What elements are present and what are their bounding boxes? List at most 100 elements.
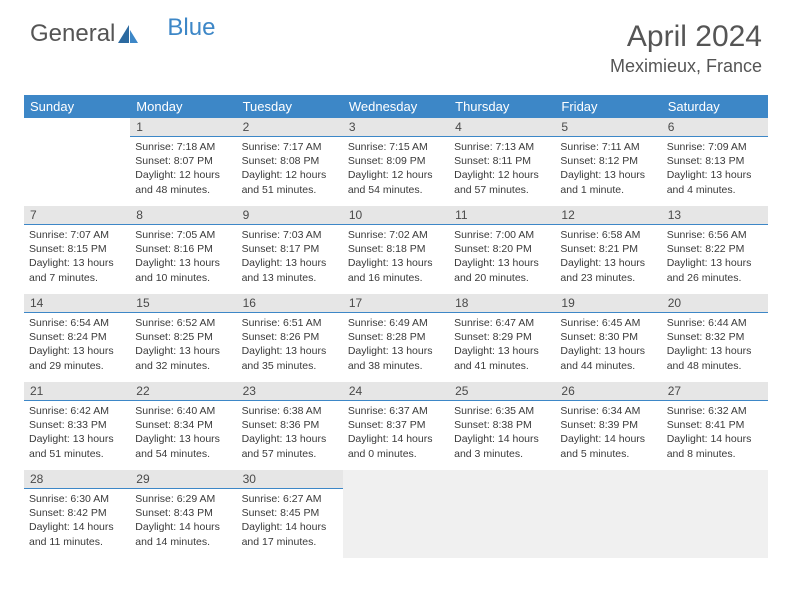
daylight-line: Daylight: 13 hours and 35 minutes. — [242, 344, 338, 372]
calendar-row: 14Sunrise: 6:54 AMSunset: 8:24 PMDayligh… — [24, 294, 768, 382]
day-number: 28 — [24, 470, 130, 489]
dow-header: Saturday — [662, 95, 768, 118]
day-details — [555, 488, 661, 497]
daylight-line: Daylight: 13 hours and 48 minutes. — [667, 344, 763, 372]
day-number: 11 — [449, 206, 555, 225]
sunset-line: Sunset: 8:41 PM — [667, 418, 763, 432]
daylight-line: Daylight: 12 hours and 48 minutes. — [135, 168, 231, 196]
sunset-line: Sunset: 8:20 PM — [454, 242, 550, 256]
day-details: Sunrise: 6:58 AMSunset: 8:21 PMDaylight:… — [555, 225, 661, 291]
day-cell — [449, 470, 555, 558]
sunset-line: Sunset: 8:24 PM — [29, 330, 125, 344]
sunset-line: Sunset: 8:37 PM — [348, 418, 444, 432]
day-cell: 21Sunrise: 6:42 AMSunset: 8:33 PMDayligh… — [24, 382, 130, 470]
location-text: Meximieux, France — [610, 56, 762, 77]
day-cell: 19Sunrise: 6:45 AMSunset: 8:30 PMDayligh… — [555, 294, 661, 382]
calendar-row: 28 Sunrise: 6:30 AMSunset: 8:42 PM Dayligh… — [24, 470, 768, 558]
day-cell: 8Sunrise: 7:05 AMSunset: 8:16 PMDaylight… — [130, 206, 236, 294]
day-cell: 22Sunrise: 6:40 AMSunset: 8:34 PMDayligh… — [130, 382, 236, 470]
daylight-line: Daylight: 13 hours and 44 minutes. — [560, 344, 656, 372]
daylight-line: Daylight: 13 hours and 57 minutes. — [242, 432, 338, 460]
day-cell: 11Sunrise: 7:00 AMSunset: 8:20 PMDayligh… — [449, 206, 555, 294]
day-details: Sunrise: 6:49 AMSunset: 8:28 PMDaylight:… — [343, 313, 449, 379]
daylight-line: Daylight: 12 hours and 57 minutes. — [454, 168, 550, 196]
day-number: 23 — [237, 382, 343, 401]
day-details — [662, 488, 768, 497]
day-cell: 5Sunrise: 7:11 AMSunset: 8:12 PMDaylight… — [555, 118, 661, 206]
sunrise-line: Sunrise: 6:56 AM — [667, 228, 763, 242]
day-number: 21 — [24, 382, 130, 401]
day-cell: 17Sunrise: 6:49 AMSunset: 8:28 PMDayligh… — [343, 294, 449, 382]
day-cell: 10Sunrise: 7:02 AMSunset: 8:18 PMDayligh… — [343, 206, 449, 294]
day-number — [343, 470, 449, 488]
day-details: Sunrise: 7:13 AMSunset: 8:11 PMDaylight:… — [449, 137, 555, 203]
day-cell: .. — [24, 118, 130, 206]
sunset-line: Sunset: 8:22 PM — [667, 242, 763, 256]
sunset-line: Sunset: 8:16 PM — [135, 242, 231, 256]
day-cell: 18Sunrise: 6:47 AMSunset: 8:29 PMDayligh… — [449, 294, 555, 382]
day-cell: 14Sunrise: 6:54 AMSunset: 8:24 PMDayligh… — [24, 294, 130, 382]
day-cell: 30Sunrise: 6:27 AMSunset: 8:45 PMDayligh… — [237, 470, 343, 558]
day-cell: 24Sunrise: 6:37 AMSunset: 8:37 PMDayligh… — [343, 382, 449, 470]
day-number: 9 — [237, 206, 343, 225]
daylight-line: Daylight: 13 hours and 32 minutes. — [135, 344, 231, 372]
day-details: Sunrise: 6:34 AMSunset: 8:39 PMDaylight:… — [555, 401, 661, 467]
sunrise-line: Sunrise: 7:02 AM — [348, 228, 444, 242]
sunset-line: Sunset: 8:15 PM — [29, 242, 125, 256]
sunrise-line: Sunrise: 7:07 AM — [29, 228, 125, 242]
sunrise-line: Sunrise: 6:32 AM — [667, 404, 763, 418]
day-number: 27 — [662, 382, 768, 401]
day-number — [449, 470, 555, 488]
calendar-row: 7 Sunrise: 7:07 AMSunset: 8:15 PM Daylight… — [24, 206, 768, 294]
dow-header: Monday — [130, 95, 236, 118]
sunset-line: Sunset: 8:07 PM — [135, 154, 231, 168]
sunrise-line: Sunrise: 6:38 AM — [242, 404, 338, 418]
sunrise-line: Sunrise: 6:34 AM — [560, 404, 656, 418]
sunset-line: Sunset: 8:42 PM — [29, 506, 125, 520]
day-cell: 1Sunrise: 7:18 AMSunset: 8:07 PMDaylight… — [130, 118, 236, 206]
day-cell — [343, 470, 449, 558]
day-number: 3 — [343, 118, 449, 137]
day-details: Sunrise: 6:42 AMSunset: 8:33 PMDaylight:… — [24, 401, 130, 467]
day-number: 19 — [555, 294, 661, 313]
day-details: Sunrise: 6:56 AMSunset: 8:22 PMDaylight:… — [662, 225, 768, 291]
day-details: Sunrise: 7:05 AMSunset: 8:16 PMDaylight:… — [130, 225, 236, 291]
day-number — [555, 470, 661, 488]
sunset-line: Sunset: 8:33 PM — [29, 418, 125, 432]
day-cell: 2Sunrise: 7:17 AMSunset: 8:08 PMDaylight… — [237, 118, 343, 206]
dow-header: Wednesday — [343, 95, 449, 118]
day-number: 29 — [130, 470, 236, 489]
day-details: Sunrise: 7:00 AMSunset: 8:20 PMDaylight:… — [449, 225, 555, 291]
sunrise-line: Sunrise: 6:30 AM — [29, 492, 125, 506]
daylight-line: Daylight: 13 hours and 16 minutes. — [348, 256, 444, 284]
sunset-line: Sunset: 8:09 PM — [348, 154, 444, 168]
sunset-line: Sunset: 8:30 PM — [560, 330, 656, 344]
day-details: Sunrise: 7:09 AMSunset: 8:13 PMDaylight:… — [662, 137, 768, 203]
day-number: 7 — [24, 206, 130, 225]
daylight-line: Daylight: 13 hours and 51 minutes. — [29, 432, 125, 460]
sunset-line: Sunset: 8:21 PM — [560, 242, 656, 256]
sunrise-line: Sunrise: 6:35 AM — [454, 404, 550, 418]
day-cell: 27Sunrise: 6:32 AMSunset: 8:41 PMDayligh… — [662, 382, 768, 470]
day-cell: 16Sunrise: 6:51 AMSunset: 8:26 PMDayligh… — [237, 294, 343, 382]
brand-logo: General Blue — [30, 20, 215, 48]
calendar-table: SundayMondayTuesdayWednesdayThursdayFrid… — [24, 95, 768, 558]
day-cell: 29Sunrise: 6:29 AMSunset: 8:43 PMDayligh… — [130, 470, 236, 558]
daylight-line: Daylight: 14 hours and 14 minutes. — [135, 520, 231, 548]
day-details: Sunrise: 7:18 AMSunset: 8:07 PMDaylight:… — [130, 137, 236, 203]
brand-part2: Blue — [167, 14, 215, 42]
title-block: April 2024 Meximieux, France — [610, 20, 762, 77]
daylight-line: Daylight: 13 hours and 41 minutes. — [454, 344, 550, 372]
day-number: 6 — [662, 118, 768, 137]
day-cell — [662, 470, 768, 558]
day-number: 4 — [449, 118, 555, 137]
day-number: 8 — [130, 206, 236, 225]
sunset-line: Sunset: 8:29 PM — [454, 330, 550, 344]
sunset-line: Sunset: 8:11 PM — [454, 154, 550, 168]
day-details: Sunrise: 7:03 AMSunset: 8:17 PMDaylight:… — [237, 225, 343, 291]
day-number: 2 — [237, 118, 343, 137]
dow-header: Sunday — [24, 95, 130, 118]
sunrise-line: Sunrise: 6:49 AM — [348, 316, 444, 330]
daylight-line: Daylight: 13 hours and 29 minutes. — [29, 344, 125, 372]
day-details: Sunrise: 6:47 AMSunset: 8:29 PMDaylight:… — [449, 313, 555, 379]
